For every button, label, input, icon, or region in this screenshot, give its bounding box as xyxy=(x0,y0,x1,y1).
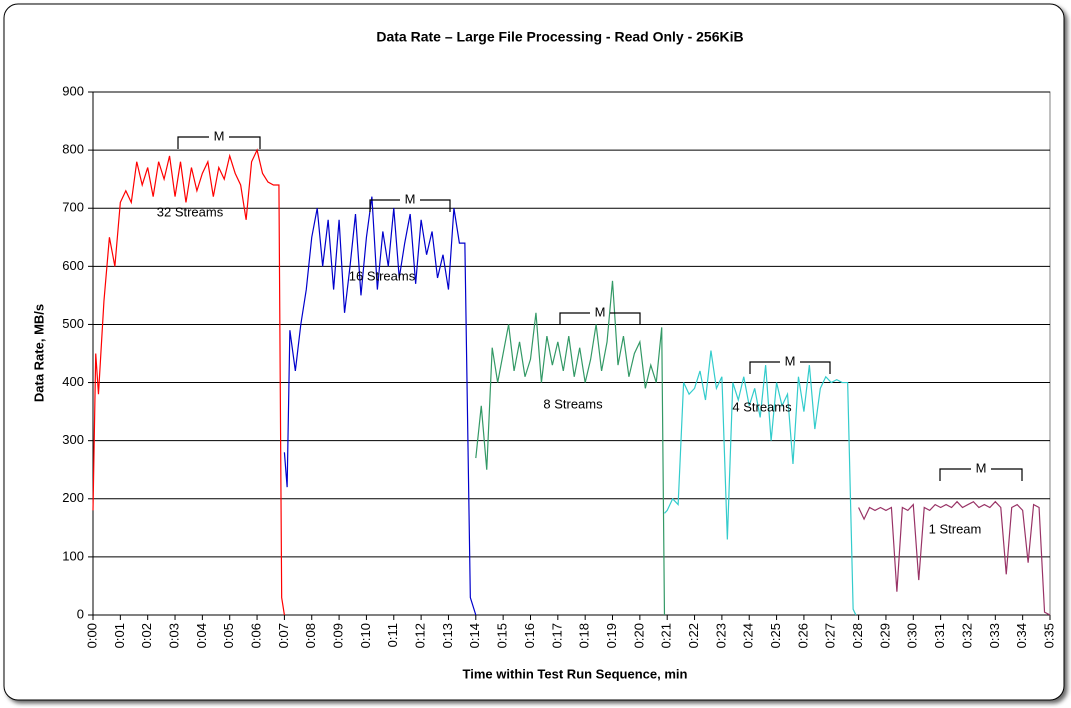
x-tick-label: 0:27 xyxy=(823,623,838,648)
x-tick-label: 0:16 xyxy=(522,623,537,648)
y-axis-label: Data Rate, MB/s xyxy=(31,304,46,402)
x-tick-label: 0:26 xyxy=(795,623,810,648)
series-label: 16 Streams xyxy=(349,268,416,283)
x-tick-label: 0:00 xyxy=(84,623,99,648)
x-tick-label: 0:09 xyxy=(331,623,346,648)
measure-bracket xyxy=(749,361,831,374)
y-tick-label: 300 xyxy=(62,432,84,447)
measure-label: M xyxy=(214,128,225,143)
y-tick-label: 200 xyxy=(62,490,84,505)
series-line xyxy=(858,500,1051,616)
y-tick-label: 600 xyxy=(62,258,84,273)
y-tick-label: 700 xyxy=(62,200,84,215)
x-tick-label: 0:21 xyxy=(659,623,674,648)
measure-label: M xyxy=(785,353,796,368)
measure-bracket xyxy=(177,136,261,149)
x-tick-label: 0:02 xyxy=(139,623,154,648)
x-tick-label: 0:22 xyxy=(686,623,701,648)
y-tick-label: 100 xyxy=(62,548,84,563)
measure-bracket xyxy=(939,468,1023,481)
x-tick-label: 0:24 xyxy=(741,623,756,648)
x-tick-label: 0:34 xyxy=(1014,623,1029,648)
series-line xyxy=(475,280,666,616)
x-axis-label: Time within Test Run Sequence, min xyxy=(463,666,688,681)
series-line xyxy=(283,196,477,616)
y-tick-label: 500 xyxy=(62,316,84,331)
x-tick-label: 0:05 xyxy=(221,623,236,648)
x-tick-label: 0:03 xyxy=(166,623,181,648)
x-tick-label: 0:20 xyxy=(631,623,646,648)
x-tick-label: 0:28 xyxy=(850,623,865,648)
x-tick-label: 0:10 xyxy=(358,623,373,648)
x-tick-label: 0:33 xyxy=(987,623,1002,648)
chart-title: Data Rate – Large File Processing - Read… xyxy=(376,29,743,45)
series-label: 8 Streams xyxy=(543,396,603,411)
measure-bracket xyxy=(369,199,451,212)
measure-label: M xyxy=(405,191,416,206)
x-tick-label: 0:01 xyxy=(112,623,127,648)
x-tick-label: 0:08 xyxy=(303,623,318,648)
x-tick-label: 0:19 xyxy=(604,623,619,648)
series-line xyxy=(92,148,285,616)
x-tick-label: 0:30 xyxy=(905,623,920,648)
y-tick-label: 400 xyxy=(62,374,84,389)
x-tick-label: 0:17 xyxy=(549,623,564,648)
x-tick-label: 0:18 xyxy=(577,623,592,648)
x-tick-label: 0:32 xyxy=(959,623,974,648)
y-tick-label: 900 xyxy=(62,83,84,98)
series-line xyxy=(664,350,857,616)
x-tick-label: 0:11 xyxy=(385,623,400,647)
series-label: 32 Streams xyxy=(157,204,224,219)
x-tick-label: 0:14 xyxy=(467,623,482,648)
x-tick-label: 0:07 xyxy=(276,623,291,648)
x-tick-label: 0:35 xyxy=(1041,623,1056,648)
y-tick-label: 800 xyxy=(62,142,84,157)
x-tick-label: 0:13 xyxy=(440,623,455,648)
x-tick-label: 0:29 xyxy=(877,623,892,648)
measure-bracket xyxy=(559,312,641,325)
x-tick-label: 0:06 xyxy=(248,623,263,648)
x-tick-label: 0:31 xyxy=(932,623,947,648)
x-tick-label: 0:15 xyxy=(495,623,510,648)
x-tick-label: 0:04 xyxy=(194,623,209,648)
y-tick-label: 0 xyxy=(77,606,84,621)
series-label: 1 Stream xyxy=(929,521,982,536)
measure-label: M xyxy=(976,460,987,475)
x-tick-label: 0:23 xyxy=(713,623,728,648)
measure-label: M xyxy=(595,304,606,319)
x-tick-label: 0:25 xyxy=(768,623,783,648)
series-label: 4 Streams xyxy=(732,399,792,414)
x-tick-label: 0:12 xyxy=(413,623,428,648)
